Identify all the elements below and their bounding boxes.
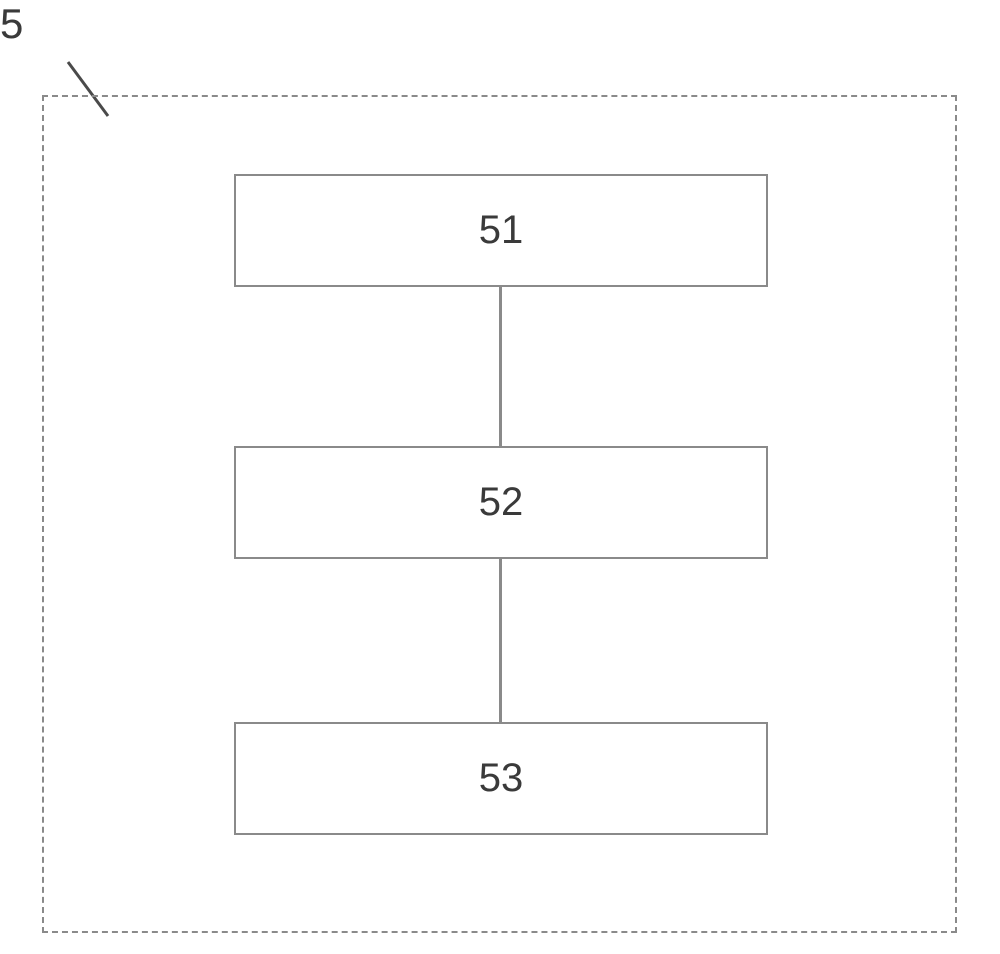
container-label: 5 bbox=[0, 0, 23, 48]
box-51-label: 51 bbox=[479, 208, 524, 253]
box-52: 52 bbox=[234, 446, 768, 559]
diagram-canvas: 5 51 52 53 bbox=[0, 0, 1000, 954]
connector-51-52 bbox=[499, 287, 502, 446]
connector-52-53 bbox=[499, 559, 502, 722]
box-53: 53 bbox=[234, 722, 768, 835]
box-52-label: 52 bbox=[479, 480, 524, 525]
box-53-label: 53 bbox=[479, 756, 524, 801]
box-51: 51 bbox=[234, 174, 768, 287]
